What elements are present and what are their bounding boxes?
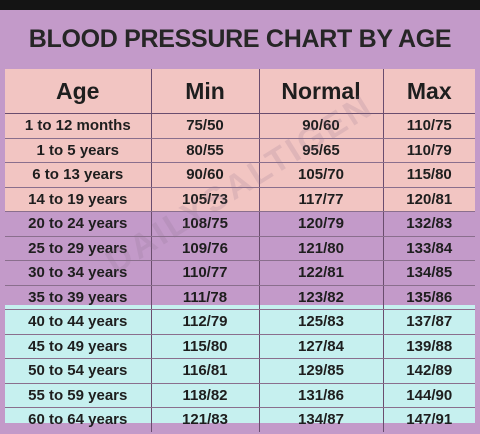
header-row: Age Min Normal Max — [5, 69, 475, 114]
cell-max: 147/91 — [382, 407, 475, 432]
table-row: 1 to 5 years 80/55 95/65 110/79 — [5, 138, 475, 163]
cell-normal: 105/70 — [258, 162, 383, 188]
cell-min: 110/77 — [150, 260, 259, 286]
cell-normal: 90/60 — [258, 113, 383, 139]
cell-normal: 131/86 — [258, 383, 383, 408]
cell-normal: 95/65 — [258, 138, 383, 163]
table-row: 14 to 19 years 105/73 117/77 120/81 — [5, 187, 475, 212]
cell-age: 1 to 5 years — [5, 138, 151, 163]
cell-min: 112/79 — [150, 309, 259, 335]
cell-min: 75/50 — [150, 113, 259, 139]
cell-max: 135/86 — [382, 285, 475, 310]
cell-min: 118/82 — [150, 383, 259, 408]
cell-min: 111/78 — [150, 285, 259, 310]
cell-age: 60 to 64 years — [28, 411, 128, 429]
table-row: 45 to 49 years 115/80 127/84 139/88 — [5, 334, 475, 359]
cell-normal: 134/87 — [258, 407, 383, 432]
cell-max: 134/85 — [382, 260, 475, 286]
cell-normal: 120/79 — [258, 211, 383, 237]
table-row: 35 to 39 years 111/78 123/82 135/86 — [5, 285, 475, 310]
cell-max: 110/75 — [382, 113, 475, 139]
cell-age: 20 to 24 years — [5, 211, 151, 237]
table-row: 25 to 29 years 109/76 121/80 133/84 — [5, 236, 475, 261]
cell-max: 110/79 — [382, 138, 475, 163]
cell-age: 30 to 34 years — [5, 260, 151, 286]
table-body: 1 to 12 months 75/50 90/60 110/75 1 to 5 yea… — [5, 113, 475, 432]
bp-table: Age Min Normal Max 1 to 12 months 75/50 90… — [5, 69, 475, 432]
cell-max: 120/81 — [382, 187, 475, 212]
table-row: 55 to 59 years 118/82 131/86 144/90 — [5, 383, 475, 408]
cell-age: 45 to 49 years — [5, 334, 151, 359]
cell-age: 35 to 39 years — [5, 285, 151, 310]
cell-normal: 129/85 — [258, 358, 383, 384]
cell-min: 116/81 — [150, 358, 259, 384]
table-row: 6 to 13 years 90/60 105/70 115/80 — [5, 162, 475, 188]
table-row: 1 to 12 months 75/50 90/60 110/75 — [5, 113, 475, 139]
cell-normal: 122/81 — [258, 260, 383, 286]
cell-normal: 123/82 — [258, 285, 383, 310]
cell-max: 137/87 — [382, 309, 475, 335]
table-row: 20 to 24 years 108/75 120/79 132/83 — [5, 211, 475, 237]
cell-age: 55 to 59 years — [5, 383, 151, 408]
table-row: 50 to 54 years 116/81 129/85 142/89 — [5, 358, 475, 384]
cell-max: 144/90 — [382, 383, 475, 408]
table-row: 60 to 64 years 121/83 134/87 147/91 — [5, 407, 475, 432]
cell-normal: 117/77 — [258, 187, 383, 212]
cell-min: 115/80 — [150, 334, 259, 359]
cell-min: 121/83 — [150, 407, 259, 432]
cell-min: 80/55 — [150, 138, 259, 163]
header-age: Age — [5, 69, 151, 114]
cell-normal: 125/83 — [258, 309, 383, 335]
cell-age: 50 to 54 years — [5, 358, 151, 384]
header-min: Min — [150, 69, 259, 114]
cell-min: 90/60 — [150, 162, 259, 188]
cell-max: 142/89 — [382, 358, 475, 384]
cell-min: 108/75 — [150, 211, 259, 237]
cell-normal: 121/80 — [258, 236, 383, 261]
cell-max: 115/80 — [382, 162, 475, 188]
cell-age: 14 to 19 years — [5, 187, 151, 212]
table-row: 30 to 34 years 110/77 122/81 134/85 — [5, 260, 475, 286]
cell-min: 105/73 — [150, 187, 259, 212]
table-row: 40 to 44 years 112/79 125/83 137/87 — [5, 309, 475, 335]
cell-normal: 127/84 — [258, 334, 383, 359]
cell-age: 40 to 44 years — [5, 309, 151, 335]
cell-age: 6 to 13 years — [5, 162, 151, 188]
cell-age: 1 to 12 months — [5, 113, 151, 139]
header-normal: Normal — [258, 69, 383, 114]
cell-max: 132/83 — [382, 211, 475, 237]
cell-max: 133/84 — [382, 236, 475, 261]
chart-title: BLOOD PRESSURE CHART BY AGE — [28, 25, 452, 53]
cell-max: 139/88 — [382, 334, 475, 359]
cell-min: 109/76 — [150, 236, 259, 261]
cell-age: 25 to 29 years — [5, 236, 151, 261]
header-max: Max — [382, 69, 475, 114]
